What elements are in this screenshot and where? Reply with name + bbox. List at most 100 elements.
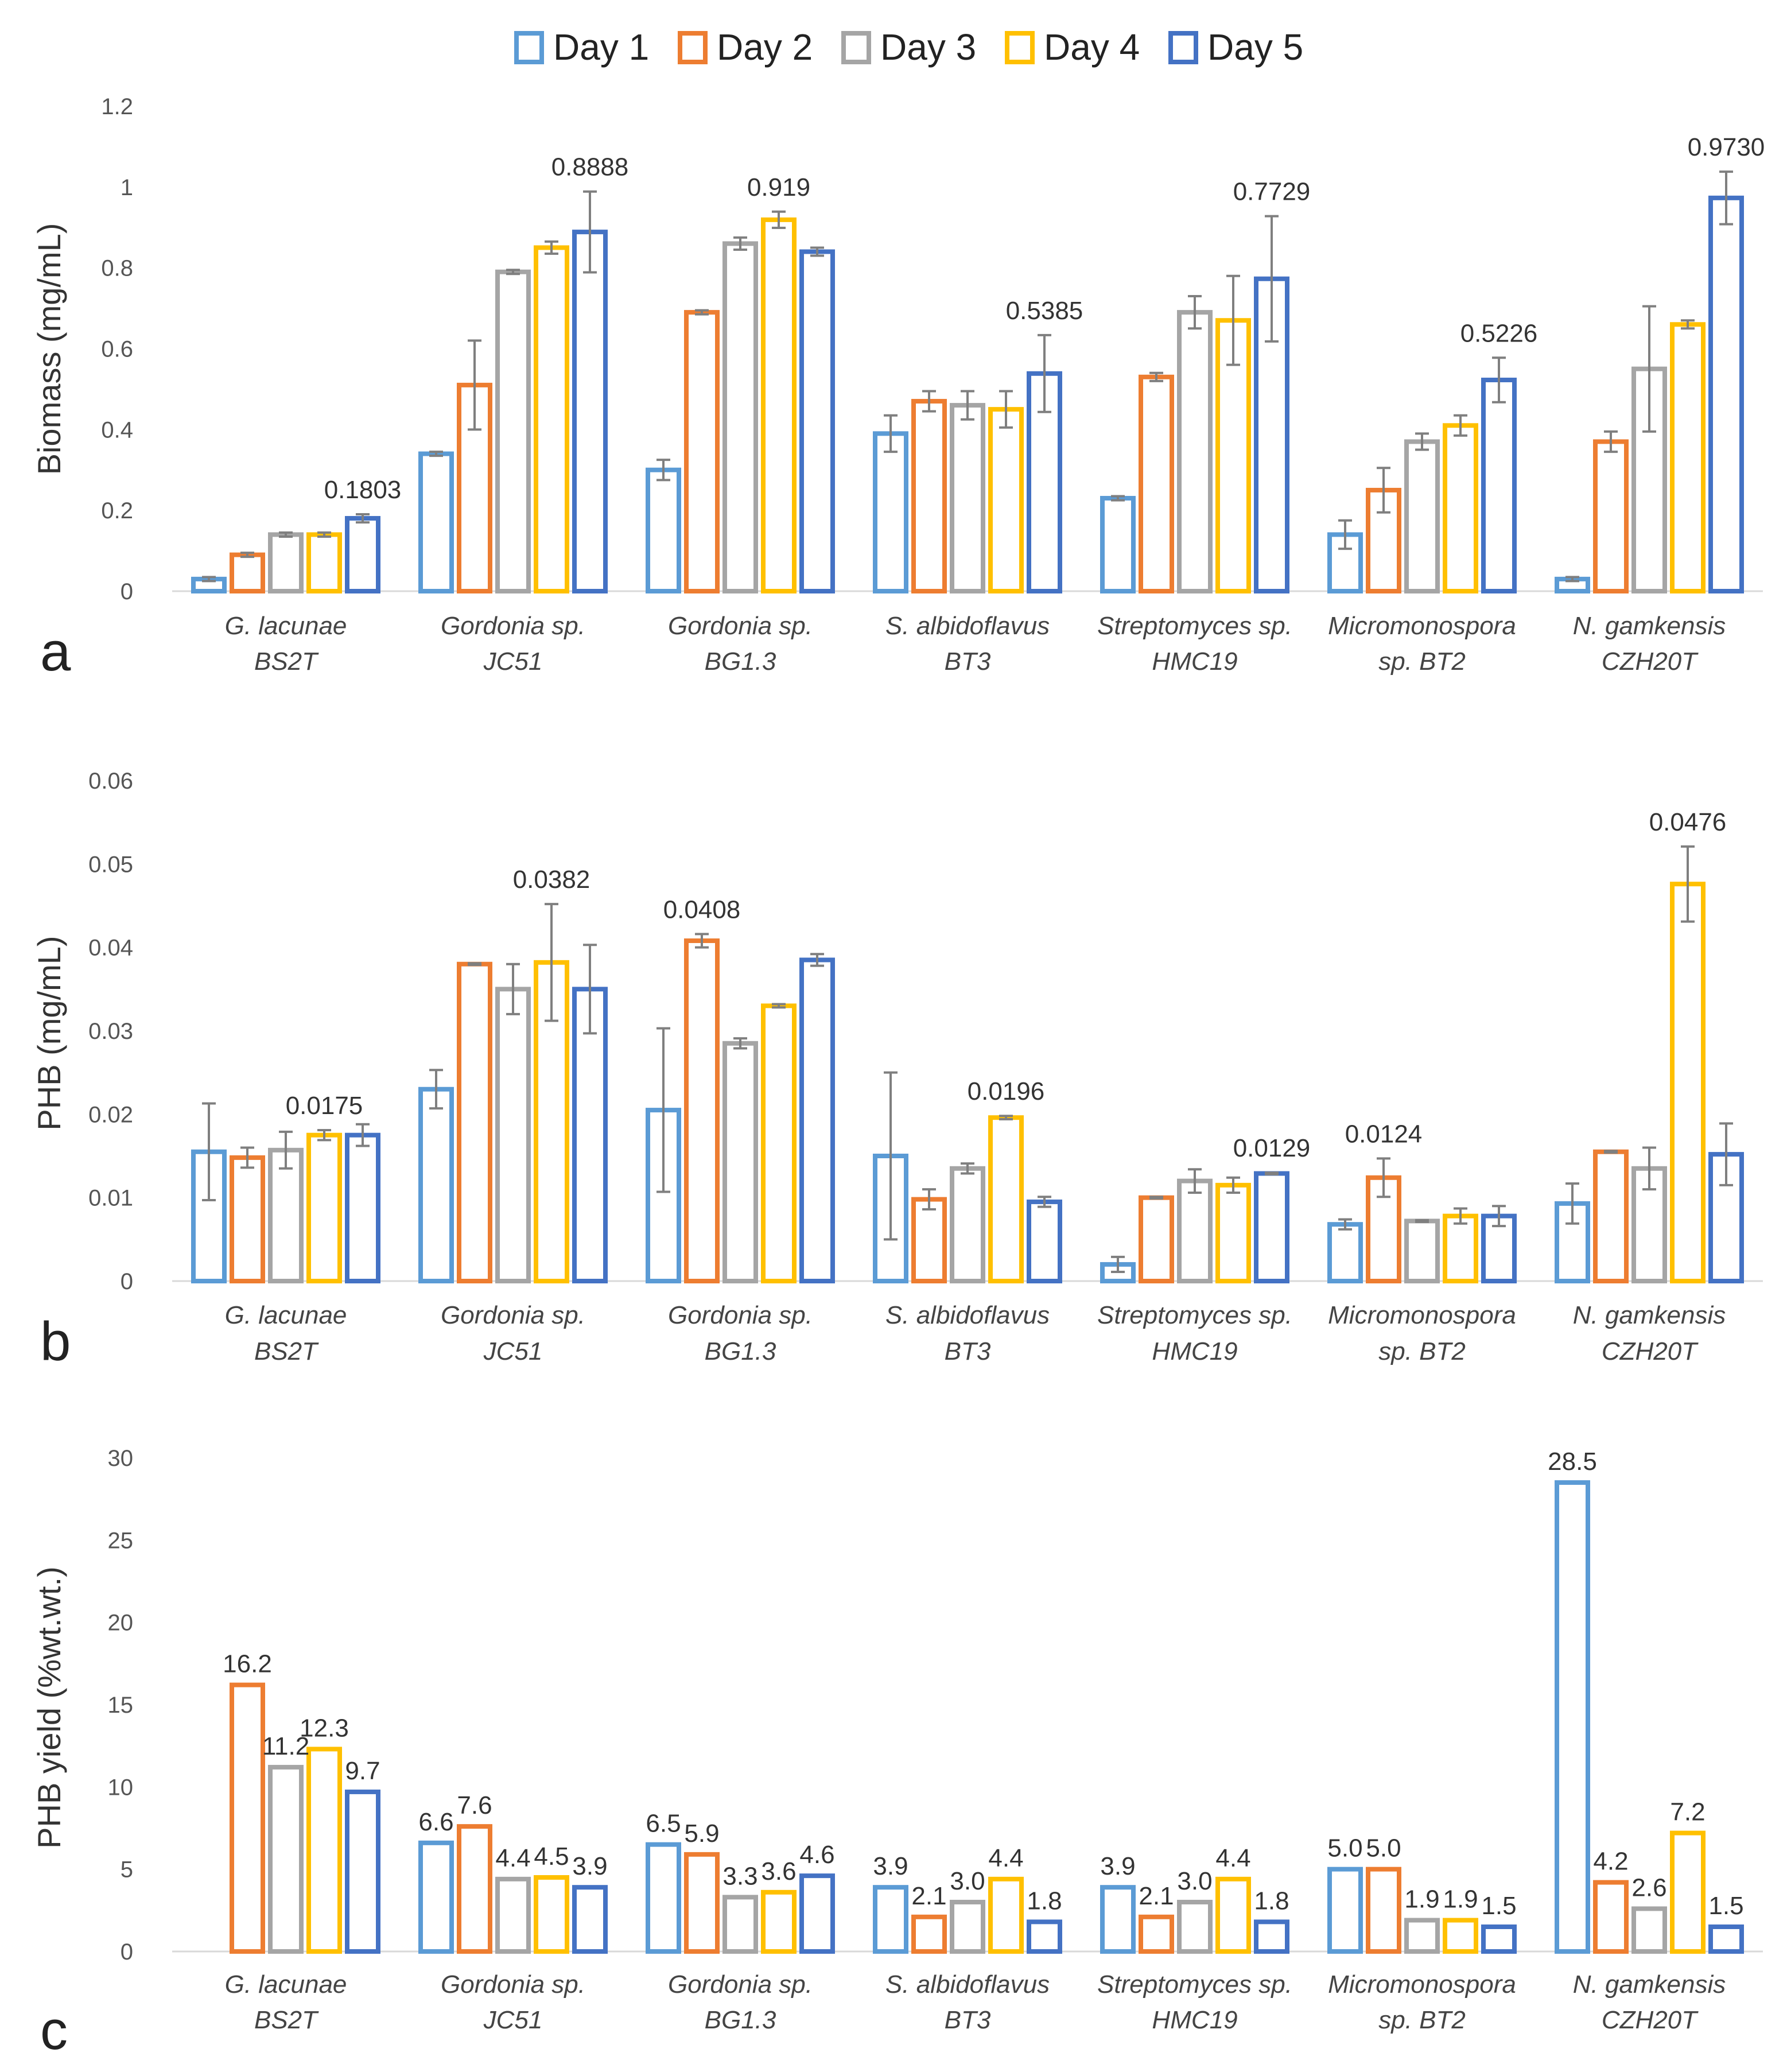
- error-bar: [1149, 371, 1163, 382]
- bar: [799, 957, 835, 1283]
- bar: [1100, 496, 1136, 594]
- legend-label: Day 1: [553, 26, 649, 68]
- data-label: 0.0382: [513, 866, 591, 894]
- data-label: 0.8888: [551, 153, 629, 181]
- legend-item-4: Day 4: [1005, 26, 1140, 68]
- category-label-line2: BT3: [945, 2006, 991, 2034]
- bar: [722, 1041, 758, 1284]
- bar: [1593, 1880, 1629, 1954]
- error-bar: [202, 1102, 216, 1202]
- error-bar: [1038, 333, 1051, 413]
- bar: [572, 987, 608, 1284]
- data-label: 1.8: [1254, 1887, 1289, 1915]
- bar: [1177, 1178, 1213, 1284]
- data-label: 0.1803: [324, 476, 402, 504]
- y-axis-title: PHB (mg/mL): [31, 936, 67, 1130]
- legend-swatch: [841, 31, 871, 64]
- error-bar: [545, 903, 558, 1022]
- error-bar: [279, 531, 293, 538]
- panel-label: c: [40, 2000, 68, 2061]
- legend: Day 1 Day 2 Day 3 Day 4 Day 5: [514, 26, 1303, 68]
- data-label: 0.5226: [1460, 319, 1538, 347]
- y-tick-label: 0.4: [101, 417, 133, 443]
- error-bar: [884, 414, 898, 453]
- bar: [345, 1789, 380, 1954]
- error-bar: [1642, 1146, 1656, 1191]
- bar: [950, 403, 985, 593]
- y-tick-label: 25: [108, 1528, 134, 1553]
- y-tick-label: 0.6: [101, 337, 133, 362]
- data-label: 4.6: [799, 1841, 834, 1869]
- data-label: 0.0408: [663, 895, 741, 924]
- error-bar: [999, 1115, 1013, 1121]
- category-label-line1: Micromonospora: [1328, 1970, 1516, 1999]
- category-label-line2: BG1.3: [705, 1337, 776, 1365]
- category-label-line2: CZH20T: [1602, 1337, 1699, 1365]
- error-bar: [583, 944, 597, 1035]
- category-label-line1: G. lacunae: [225, 1301, 347, 1329]
- panel-label: b: [40, 1311, 71, 1372]
- bar: [1443, 1918, 1478, 1954]
- error-bar: [884, 1071, 898, 1241]
- data-label: 4.4: [1215, 1844, 1250, 1872]
- bar: [646, 467, 681, 593]
- bar: [1670, 1830, 1706, 1954]
- error-bar: [317, 1128, 331, 1142]
- bar: [873, 431, 908, 593]
- data-label: 0.7729: [1233, 178, 1311, 206]
- category-label-line2: JC51: [483, 647, 543, 676]
- bar: [1481, 378, 1517, 593]
- error-bar: [1565, 576, 1579, 583]
- bar: [418, 1087, 454, 1283]
- error-bar: [1265, 1171, 1279, 1175]
- error-bar: [1565, 1182, 1579, 1225]
- error-bar: [506, 963, 520, 1015]
- error-bar: [922, 1188, 936, 1211]
- bar: [534, 245, 569, 594]
- data-label: 6.6: [418, 1808, 453, 1836]
- bar: [1443, 423, 1478, 594]
- category-label-line2: CZH20T: [1602, 2006, 1699, 2034]
- error-bar: [1149, 1196, 1163, 1200]
- bar: [988, 1876, 1024, 1954]
- bar: [684, 1852, 720, 1954]
- error-bar: [468, 962, 481, 967]
- category-label-line1: Streptomyces sp.: [1097, 1301, 1292, 1329]
- data-label: 3.6: [761, 1857, 796, 1885]
- bar: [1139, 374, 1174, 594]
- bar: [418, 451, 454, 593]
- bar: [1631, 1906, 1667, 1954]
- y-tick-label: 15: [108, 1693, 134, 1718]
- category-label-line1: Gordonia sp.: [441, 612, 585, 640]
- category-label-line2: HMC19: [1152, 1337, 1237, 1365]
- error-bar: [545, 240, 558, 255]
- bar: [911, 1914, 947, 1954]
- bar: [345, 516, 380, 594]
- error-bar: [429, 1069, 443, 1110]
- error-bar: [1226, 274, 1240, 366]
- error-bar: [1604, 1150, 1618, 1154]
- data-label: 2.1: [1139, 1882, 1174, 1910]
- error-bar: [429, 451, 443, 457]
- y-axis-title: Biomass (mg/mL): [31, 223, 67, 475]
- error-bar: [1415, 1219, 1429, 1223]
- data-label: 0.5385: [1006, 297, 1083, 325]
- error-bar: [1642, 305, 1656, 433]
- category-label-line1: Micromonospora: [1328, 1301, 1516, 1329]
- bar: [684, 310, 720, 593]
- error-bar: [1111, 1255, 1125, 1274]
- error-bar: [1038, 1196, 1051, 1208]
- bar: [1027, 1919, 1062, 1954]
- error-bar: [772, 210, 786, 229]
- error-bar: [999, 390, 1013, 429]
- y-axis-title: PHB yield (%wt.wt.): [31, 1566, 67, 1849]
- error-bar: [1681, 845, 1695, 923]
- panel-phb: b PHB (mg/mL) 0 0.01 0.02 0.03 0.04 0.05 0.06 G. …: [31, 769, 1763, 1372]
- category-label-line2: JC51: [483, 1337, 543, 1365]
- error-bar: [1454, 414, 1467, 437]
- bar: [418, 1840, 454, 1954]
- data-label: 16.2: [223, 1650, 272, 1678]
- bar: [722, 1895, 758, 1954]
- legend-swatch: [1005, 31, 1035, 64]
- bar: [1327, 1867, 1363, 1954]
